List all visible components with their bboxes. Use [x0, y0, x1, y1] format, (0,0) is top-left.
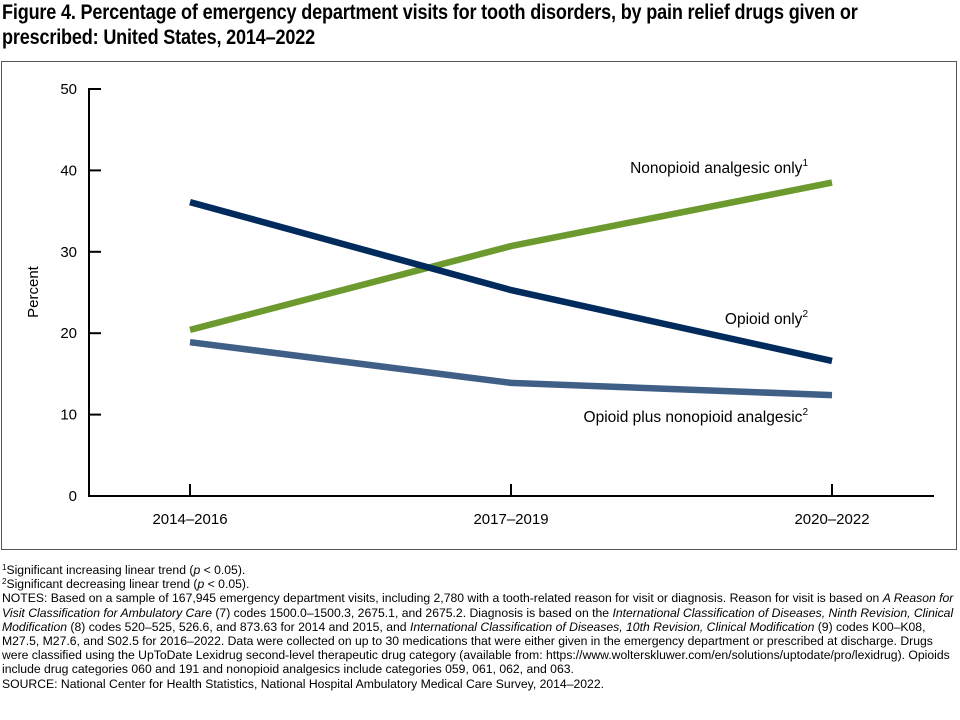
- notes-body: NOTES: Based on a sample of 167,945 emer…: [2, 591, 954, 677]
- x-tick-label: 2020–2022: [794, 511, 869, 528]
- y-tick-label: 20: [60, 325, 77, 342]
- series-labels: Nonopioid analgesic only1 Opioid only2 Opi…: [584, 158, 809, 426]
- axes: 0 10 20 30 40 50 Percent 2014–2016 2017–2019 2020…: [25, 81, 934, 528]
- series-line-0: [189, 179, 833, 334]
- source-note: SOURCE: National Center for Health Stati…: [2, 676, 604, 691]
- series-line-1: [189, 198, 833, 365]
- y-tick-label: 30: [60, 244, 77, 261]
- line-chart: 0 10 20 30 40 50 Percent 2014–2016 2017–2019 2020…: [25, 81, 934, 528]
- footnote-1: 1Significant increasing linear trend (p …: [2, 563, 246, 577]
- footnote-2: 2Significant decreasing linear trend (p …: [2, 577, 250, 592]
- notes-section: 1Significant increasing linear trend (p …: [2, 563, 960, 691]
- x-tick-label: 2014–2016: [152, 511, 227, 528]
- y-tick-label: 10: [60, 407, 77, 424]
- y-tick-label: 0: [69, 488, 77, 505]
- figure-title: Figure 4. Percentage of emergency depart…: [2, 1, 858, 49]
- y-tick-label: 40: [60, 162, 77, 179]
- y-tick-label: 50: [60, 81, 77, 98]
- series-label-1: Opioid only2: [725, 309, 809, 328]
- series-lines: [189, 179, 833, 399]
- series-label-0: Nonopioid analgesic only1: [630, 158, 808, 177]
- series-line-2: [189, 338, 833, 399]
- y-axis-label: Percent: [25, 265, 42, 318]
- x-tick-label: 2017–2019: [473, 511, 548, 528]
- chart-frame: [1, 61, 957, 550]
- series-label-2: Opioid plus nonopioid analgesic2: [584, 407, 809, 426]
